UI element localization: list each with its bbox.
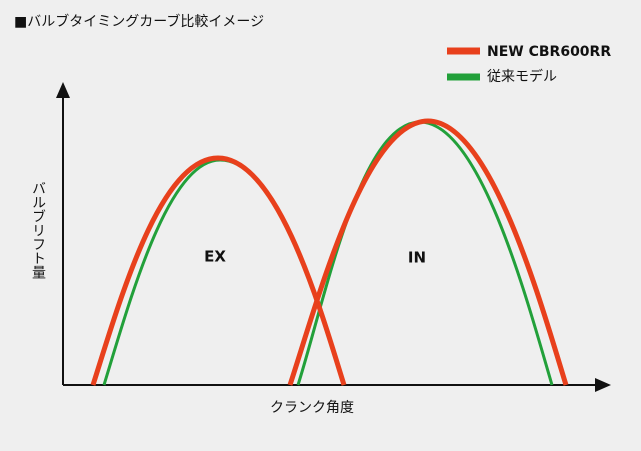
chart-title: ■バルブタイミングカーブ比較イメージ [14,13,264,30]
curve-label: IN [408,249,426,267]
ex-curve [90,155,347,386]
y-axis-label: バルブリフト量 [30,181,46,279]
curve-label: EX [204,248,226,266]
in-curve [287,118,569,386]
legend-label: 従来モデル [487,68,557,85]
legend-label: NEW CBR600RR [487,44,611,60]
x-axis-arrow [595,378,611,392]
x-axis-label: クランク角度 [270,400,354,416]
y-axis-arrow [56,82,70,98]
